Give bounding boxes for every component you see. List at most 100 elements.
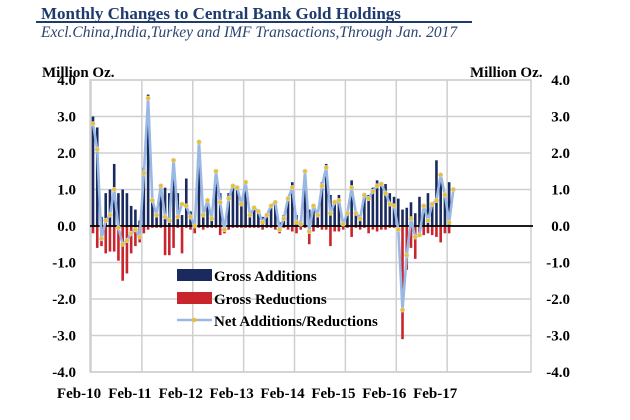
y-tick-label-left: 3.0 — [57, 110, 76, 126]
gross-reduction-bar — [320, 226, 324, 230]
gross-addition-bar — [413, 213, 417, 226]
title-underline — [36, 21, 472, 23]
net-marker — [438, 172, 444, 178]
net-marker — [234, 185, 240, 191]
gross-reduction-bar — [91, 226, 95, 234]
gross-reduction-bar — [261, 226, 264, 230]
gross-addition-bar — [146, 94, 150, 226]
net-marker — [145, 95, 151, 101]
gross-addition-bar — [91, 116, 95, 226]
gross-addition-bar — [142, 167, 146, 226]
y-axis-right: 4.0 3.0 2.0 1.0 0.0 -1.0 -2.0 -3.0 -4.0 — [546, 73, 570, 381]
chart-subtitle: Excl.China,India,Turkey and IMF Transact… — [41, 24, 458, 41]
gross-reduction-bar — [189, 226, 192, 230]
gross-reduction-bar — [129, 226, 133, 254]
gross-reduction-bar — [307, 226, 311, 245]
gross-addition-bar — [244, 182, 247, 226]
net-marker — [336, 197, 342, 203]
y-tick-label-left: -2.0 — [52, 292, 76, 308]
net-marker — [416, 232, 422, 238]
gross-reduction-bar — [168, 226, 171, 256]
gross-reduction-bar — [184, 226, 188, 228]
gross-addition-bar — [371, 187, 375, 226]
net-marker — [260, 219, 266, 225]
gross-reduction-bar — [312, 226, 315, 232]
net-marker — [395, 227, 401, 233]
net-marker — [162, 214, 168, 220]
net-marker — [310, 203, 316, 209]
gross-addition-bar — [303, 171, 307, 226]
net-marker — [247, 212, 253, 218]
net-marker — [179, 201, 185, 207]
gross-addition-bar — [121, 189, 124, 226]
y-tick-label-right: -1.0 — [546, 256, 570, 272]
gross-reduction-bar — [269, 226, 273, 228]
gross-addition-bar — [257, 209, 260, 226]
net-marker — [98, 236, 104, 242]
x-tick-label: Feb-13 — [210, 386, 254, 402]
net-marker — [302, 168, 308, 174]
gross-reduction-bar — [201, 226, 205, 230]
gross-addition-bar — [180, 215, 184, 226]
net-marker — [213, 168, 219, 174]
net-marker — [166, 218, 172, 224]
net-marker — [268, 203, 274, 209]
net-marker — [323, 165, 329, 171]
net-marker — [209, 216, 215, 222]
y-tick-label-left: 4.0 — [57, 73, 76, 89]
gross-addition-bar — [269, 204, 273, 226]
gross-reduction-bar — [108, 226, 112, 252]
gross-reduction-bar — [210, 226, 214, 228]
gross-addition-bar — [346, 211, 349, 226]
net-marker — [361, 192, 367, 198]
gross-reduction-bar — [324, 226, 328, 230]
gross-addition-bar — [197, 142, 201, 226]
gross-reduction-bar — [435, 226, 438, 237]
gross-addition-bar — [227, 193, 230, 226]
net-marker — [188, 214, 194, 220]
gross-reduction-bar — [134, 226, 137, 247]
net-marker — [344, 210, 350, 216]
gross-reduction-bar — [426, 226, 430, 234]
gross-reduction-bar — [392, 226, 396, 228]
gross-addition-bar — [426, 193, 430, 226]
gross-addition-bar — [418, 196, 421, 226]
gross-reduction-bar — [290, 226, 294, 232]
net-marker — [183, 203, 189, 209]
net-marker — [408, 216, 414, 222]
net-marker — [327, 210, 333, 216]
gross-reduction-bar — [363, 226, 366, 228]
net-marker — [90, 121, 96, 127]
net-marker — [289, 185, 295, 191]
gross-addition-bar — [380, 182, 383, 226]
gross-reduction-bar — [388, 226, 392, 228]
net-marker — [230, 183, 236, 189]
gross-reduction-bar — [358, 226, 362, 230]
gross-reduction-bar — [146, 226, 150, 230]
gross-addition-bar — [210, 216, 214, 226]
net-marker — [298, 221, 304, 227]
net-marker — [421, 203, 427, 209]
gross-reduction-bar — [159, 226, 163, 228]
gross-reduction-bar — [180, 226, 184, 254]
net-marker — [281, 216, 287, 222]
gross-reduction-bar — [218, 226, 222, 236]
gross-addition-bar — [125, 193, 129, 226]
net-line-series — [90, 95, 456, 313]
net-marker — [217, 199, 223, 205]
net-marker — [137, 234, 143, 240]
gross-reduction-bar — [367, 226, 370, 234]
gross-reduction-bar — [252, 226, 256, 228]
gross-addition-bar — [388, 193, 392, 226]
gross-reduction-bar — [341, 226, 345, 230]
gross-reduction-bar — [295, 226, 298, 234]
net-marker — [374, 183, 380, 189]
y-axis-right-label: Million Oz. — [470, 65, 543, 81]
net-marker — [141, 170, 147, 176]
gross-reduction-bar — [142, 226, 146, 234]
net-marker — [404, 252, 410, 258]
x-tick-label: Feb-10 — [57, 386, 101, 402]
legend-label-gross-additions: Gross Additions — [214, 269, 317, 285]
y-tick-label-right: -4.0 — [546, 365, 570, 381]
gross-reduction-bar — [176, 226, 180, 228]
